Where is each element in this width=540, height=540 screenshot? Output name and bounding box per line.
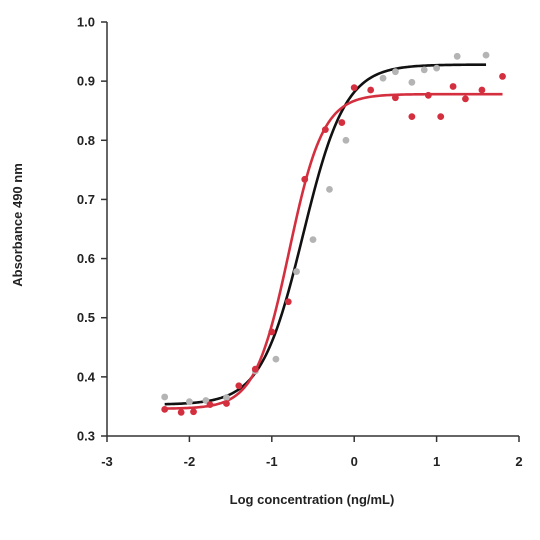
x-tick-label: 0 [351, 454, 358, 469]
data-point-series-2 [350, 84, 358, 92]
fit-curve-1 [164, 63, 487, 406]
data-point-series-2 [462, 95, 469, 103]
data-point-series-2 [437, 113, 445, 121]
data-point-series-1 [309, 236, 317, 244]
data-point-series-1 [326, 185, 333, 193]
data-point-series-1 [420, 66, 428, 74]
data-point-series-2 [268, 328, 276, 336]
x-axis-title: Log concentration (ng/mL) [230, 492, 395, 507]
y-tick-label: 0.6 [77, 251, 95, 266]
x-tick-label: -2 [184, 454, 196, 469]
y-tick-label: 0.3 [77, 429, 95, 444]
y-tick-label: 0.7 [77, 192, 95, 207]
data-point-series-2 [190, 408, 197, 416]
data-point-series-2 [449, 83, 457, 90]
data-point-series-1 [293, 268, 300, 275]
data-point-series-1 [392, 68, 399, 76]
fit-curves [164, 63, 503, 410]
data-point-series-1 [202, 397, 210, 404]
y-tick-label: 0.9 [77, 74, 95, 89]
y-tick-label: 1.0 [77, 15, 95, 30]
x-tick-label: 2 [515, 454, 522, 469]
data-point-series-1 [433, 64, 440, 72]
data-point-series-2 [206, 401, 214, 409]
fit-curve-2 [164, 92, 503, 410]
data-point-series-1 [408, 78, 416, 86]
data-point-series-1 [342, 136, 350, 144]
data-point-series-2 [392, 94, 399, 102]
data-point-series-2 [251, 365, 259, 373]
data-point-series-2 [499, 73, 506, 80]
x-tick-label: -1 [266, 454, 278, 469]
data-point-series-1 [223, 394, 230, 401]
data-point-series-1 [379, 74, 387, 82]
axes: 0.3 0.4 0.5 0.6 0.7 0.8 0.9 1.0 -3 -2 -1 0 1 2 [77, 15, 523, 470]
data-point-series-2 [301, 175, 309, 183]
data-point-series-1 [272, 355, 280, 363]
x-tick-label: -3 [101, 454, 113, 469]
data-point-series-1 [453, 52, 461, 60]
y-tick-label: 0.5 [77, 310, 95, 325]
y-tick-label: 0.4 [77, 369, 96, 384]
data-point-series-2 [408, 113, 416, 121]
data-point-series-1 [186, 398, 193, 406]
data-points [161, 51, 506, 416]
data-point-series-2 [321, 126, 329, 134]
data-point-series-1 [161, 393, 169, 401]
y-axis-title: Absorbance 490 nm [10, 163, 25, 287]
data-point-series-2 [478, 86, 486, 94]
data-point-series-1 [482, 51, 490, 59]
data-point-series-2 [177, 408, 185, 416]
y-tick-label: 0.8 [77, 133, 95, 148]
data-point-series-2 [338, 119, 346, 126]
data-point-series-2 [235, 382, 243, 390]
data-point-series-2 [284, 298, 292, 306]
data-point-series-2 [223, 400, 230, 407]
x-tick-label: 1 [433, 454, 440, 469]
data-point-series-2 [161, 405, 169, 413]
data-point-series-2 [424, 91, 432, 99]
data-point-series-2 [367, 86, 375, 94]
